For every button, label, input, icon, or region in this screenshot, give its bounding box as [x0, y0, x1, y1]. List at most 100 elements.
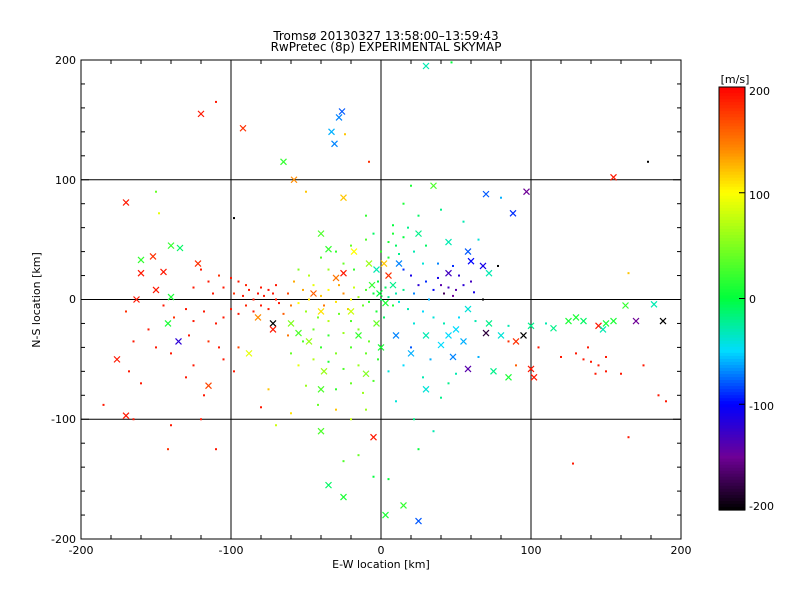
x-tick-label: -200	[69, 544, 94, 557]
colorbar-segment	[719, 343, 745, 348]
colorbar-segment	[719, 407, 745, 411]
colorbar-segment	[719, 180, 745, 185]
data-point-dot	[350, 382, 352, 385]
data-point-dot	[458, 316, 460, 319]
data-point-dot	[447, 382, 450, 385]
colorbar-segment	[719, 235, 745, 239]
colorbar-segment	[719, 123, 745, 127]
colorbar-segment	[719, 449, 745, 454]
colorbar-segment	[719, 301, 745, 306]
data-point-dot	[267, 308, 270, 311]
data-point-dot	[432, 288, 435, 291]
data-point-dot	[365, 238, 367, 241]
chart-subtitle: RwPretec (8p) EXPERIMENTAL SKYMAP	[271, 40, 502, 54]
data-point-dot	[395, 400, 397, 403]
colorbar-segment	[719, 90, 745, 94]
data-point-x	[347, 308, 355, 315]
colorbar-segment	[719, 216, 745, 221]
data-point-dot	[387, 370, 390, 373]
data-point-dot	[642, 364, 645, 367]
data-point-dot	[507, 340, 510, 343]
chart-title: Tromsø 20130327 13:58:00–13:59:43	[272, 29, 498, 43]
data-point-dot	[245, 284, 247, 287]
colorbar-segment	[719, 464, 745, 469]
data-point-dot	[429, 358, 432, 361]
data-point-dot	[462, 284, 465, 287]
colorbar-segment	[719, 295, 745, 300]
colorbar-segment	[719, 120, 745, 124]
colorbar-segment	[719, 443, 745, 448]
colorbar-segment	[719, 238, 745, 242]
data-point-dot	[278, 302, 280, 305]
colorbar-segment	[719, 367, 745, 372]
colorbar-segment	[719, 331, 745, 336]
data-point-x	[527, 322, 535, 330]
x-axis-label: E-W location [km]	[332, 558, 430, 571]
colorbar-segment	[719, 150, 745, 155]
data-point-dot	[335, 352, 337, 355]
data-point-x	[382, 511, 389, 519]
data-point-x	[280, 158, 287, 166]
data-points	[102, 61, 667, 525]
x-tick-labels: -200 -100 0 100 200	[69, 544, 692, 557]
colorbar-segment	[719, 117, 745, 121]
data-point-dot	[365, 288, 367, 291]
data-point-dot	[482, 298, 484, 301]
data-point-x	[137, 269, 145, 277]
data-point-dot	[590, 360, 592, 363]
data-point-x	[269, 326, 277, 333]
colorbar-segment	[719, 219, 745, 224]
data-point-dot	[290, 352, 292, 355]
data-point-dot	[392, 224, 394, 227]
data-point-dot	[372, 475, 375, 478]
data-point-x	[377, 343, 385, 351]
data-point-dot	[362, 391, 364, 394]
colorbar-segment	[719, 225, 745, 230]
colorbar-segment	[719, 105, 745, 109]
colorbar-segment	[719, 168, 745, 173]
colorbar-segment	[719, 201, 745, 206]
colorbar-segment	[719, 153, 745, 158]
data-point-x	[415, 230, 422, 238]
data-point-dot	[327, 320, 330, 323]
data-point-dot	[203, 310, 205, 313]
colorbar-segment	[719, 183, 745, 188]
colorbar-segment	[719, 186, 745, 191]
data-point-x	[350, 248, 358, 256]
data-point-dot	[473, 291, 475, 294]
data-point-dot	[402, 268, 405, 271]
x-tick-label: -100	[219, 544, 244, 557]
data-point-dot	[233, 370, 235, 373]
data-point-dot	[380, 298, 382, 301]
colorbar-segment	[719, 280, 745, 284]
data-point-dot	[327, 360, 330, 363]
colorbar-segment	[719, 452, 745, 457]
data-point-x	[599, 326, 607, 333]
colorbar-segment	[719, 358, 745, 363]
data-point-dot	[140, 382, 142, 385]
data-point-x	[152, 286, 160, 294]
data-point-dot	[395, 244, 397, 247]
data-point-dot	[260, 304, 262, 307]
colorbar-segment	[719, 232, 745, 236]
colorbar-segment	[719, 349, 745, 354]
colorbar-segment	[719, 286, 745, 291]
data-point-dot	[158, 212, 160, 215]
data-point-dot	[342, 332, 345, 335]
data-point-x	[205, 382, 212, 390]
colorbar-segment	[719, 482, 745, 487]
colorbar-segment	[719, 253, 745, 257]
data-point-dot	[215, 322, 217, 325]
data-point-dot	[275, 284, 277, 287]
colorbar-segment	[719, 189, 745, 194]
colorbar-segment	[719, 364, 745, 369]
data-point-dot	[317, 316, 319, 319]
data-point-dot	[335, 408, 337, 411]
colorbar-segment	[719, 268, 745, 272]
data-point-x	[382, 299, 389, 307]
data-point-dot	[305, 310, 307, 313]
data-point-x	[395, 260, 403, 267]
colorbar-segment	[719, 410, 745, 414]
colorbar-segment	[719, 93, 745, 97]
